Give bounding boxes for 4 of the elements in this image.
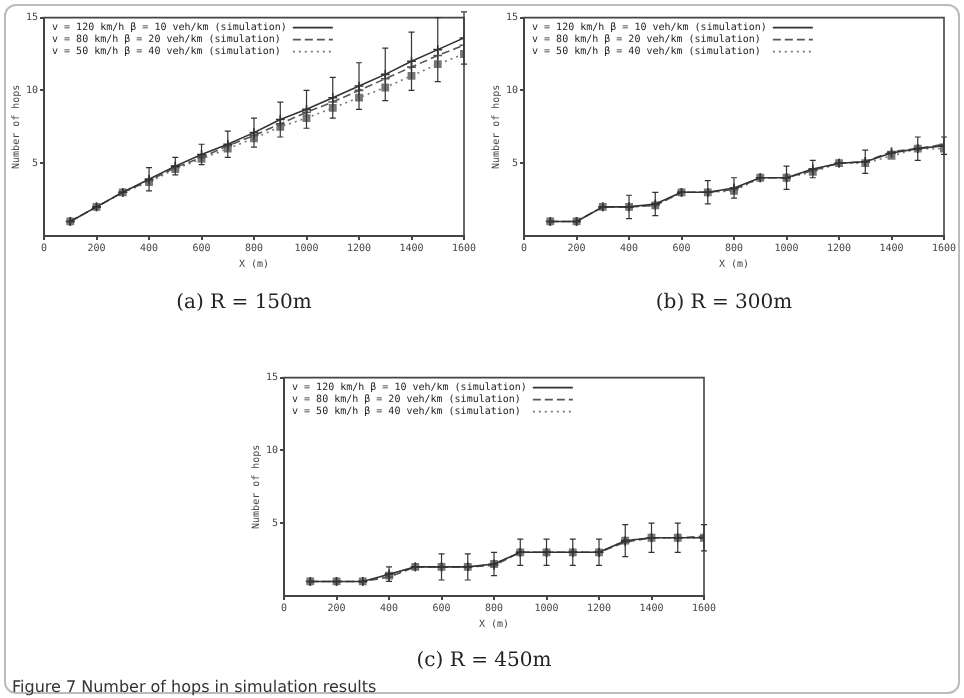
text: (c) R = 450m xyxy=(414,650,554,672)
caption: Figure 7 Number of hops in simulation results xyxy=(12,678,377,696)
text: (a) R = 150m xyxy=(174,292,314,314)
text: (b) R = 300m xyxy=(653,292,795,314)
